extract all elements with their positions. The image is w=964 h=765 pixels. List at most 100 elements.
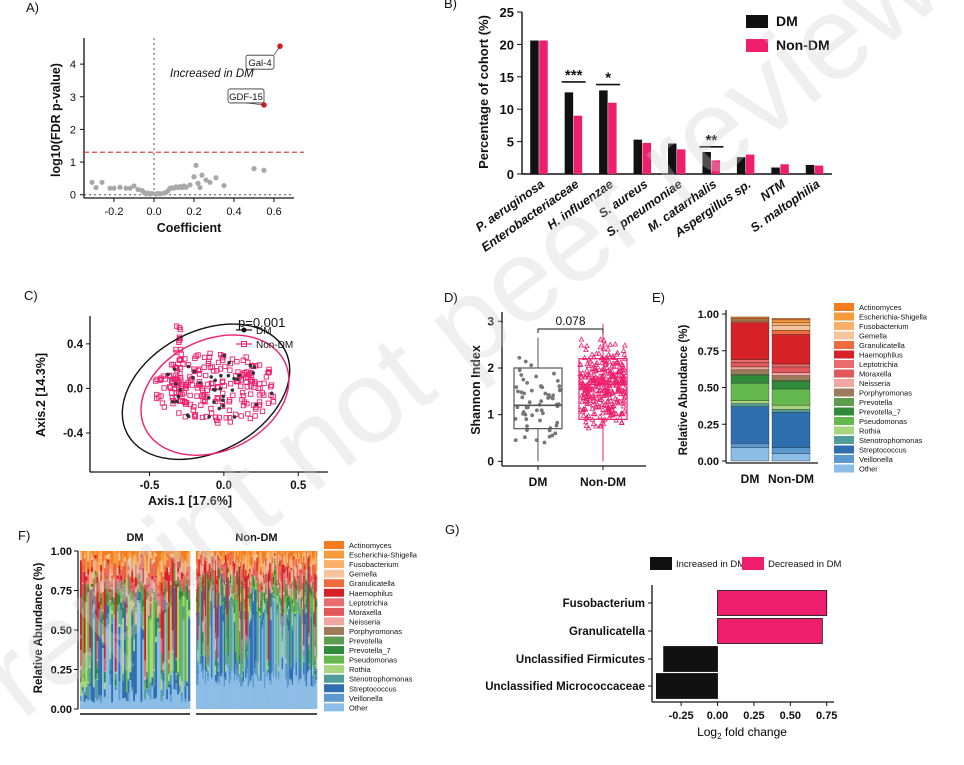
panel-f-sample-segment (303, 655, 305, 661)
panel-d-point-dm (519, 373, 524, 377)
panel-d-point-nondm (618, 410, 625, 416)
panel-f-sample-segment (243, 606, 246, 610)
panel-f-sample-segment (260, 614, 262, 622)
panel-f-sample-segment (201, 587, 203, 591)
panel-d-point-nondm (589, 387, 596, 393)
panel-f-sample-segment (122, 563, 125, 566)
panel-f-sample-segment (216, 575, 218, 581)
panel-f-sample-segment (247, 568, 250, 574)
panel-f-sample-segment (184, 702, 187, 709)
panel-f-sample-segment (102, 612, 105, 615)
panel-f-sample-segment (102, 609, 105, 612)
panel-f-sample-segment (230, 553, 232, 555)
panel-f-sample-segment (228, 565, 231, 573)
panel-f-sample-segment (230, 565, 232, 575)
panel-f-sample-segment (282, 626, 285, 709)
panel-f-sample-segment (140, 562, 143, 571)
panel-f-sample-segment (299, 561, 301, 570)
panel-f-sample-segment (245, 638, 247, 649)
panel-f-sample-segment (275, 678, 277, 709)
panel-f-sample-segment (276, 577, 279, 580)
panel-f-sample-segment (223, 594, 226, 598)
panel-f-sample-segment (146, 551, 149, 562)
panel-f-sample-segment (259, 608, 261, 611)
panel-d-point-nondm (610, 402, 617, 409)
panel-g-category-label: Fusobacterium (563, 598, 645, 610)
panel-f-sample-segment (103, 551, 106, 556)
panel-f-sample-segment (113, 604, 116, 616)
panel-d-point-dm (522, 391, 527, 396)
panel-f-sample-segment (169, 606, 172, 675)
panel-f-sample-segment (179, 590, 182, 600)
panel-c-point-nondm (261, 392, 267, 398)
panel-f-sample-segment (113, 619, 116, 709)
panel-c-point-nondm (265, 400, 272, 406)
panel-f-sample-segment (204, 683, 207, 709)
panel-f-sample-segment (168, 551, 171, 567)
panel-f-sample-segment (140, 608, 143, 613)
panel-f-sample-segment (259, 566, 261, 574)
panel-f-sample-segment (116, 567, 119, 576)
panel-f-sample-segment (305, 569, 308, 580)
panel-d-point-nondm (590, 371, 597, 377)
panel-f-sample-segment (102, 607, 105, 609)
panel-f-sample-segment (256, 617, 259, 678)
panel-f-sample-segment (100, 593, 103, 598)
panel-f-sample-segment (237, 660, 240, 678)
panel-f-sample-segment (237, 563, 240, 566)
panel-f-sample-segment (180, 583, 183, 587)
panel-f-sample-segment (233, 551, 236, 557)
panel-f-sample-segment (270, 562, 272, 575)
panel-c-x-tick-label: 0.5 (290, 480, 307, 492)
panel-c-point-dm (221, 394, 225, 399)
panel-f-sample-segment (303, 654, 305, 656)
panel-f-sample-segment (222, 613, 225, 622)
panel-f-sample-segment (305, 585, 308, 589)
panel-f-sample-segment (271, 590, 274, 592)
panel-f-sample-segment (92, 584, 95, 592)
panel-f-sample-segment (233, 621, 236, 623)
panel-e-legend-label: Streptococcus (859, 446, 907, 455)
panel-f-sample-segment (243, 582, 246, 589)
panel-f-legend-swatch (324, 703, 344, 712)
panel-f-sample-segment (214, 674, 217, 681)
panel-f-sample-segment (182, 594, 185, 596)
panel-d-point-dm (543, 391, 548, 396)
panel-f-sample-segment (296, 614, 299, 709)
panel-f-sample-segment (188, 596, 191, 601)
panel-f-sample-segment (289, 600, 291, 602)
panel-f-y-tick-label: 1.00 (51, 546, 72, 558)
panel-f-sample-segment (196, 597, 198, 603)
panel-f-sample-segment (199, 555, 202, 559)
panel-d-point-dm (514, 385, 519, 390)
panel-f-sample-segment (111, 587, 114, 589)
panel-d-point-nondm (606, 377, 613, 383)
panel-c-point-nondm (217, 366, 224, 372)
panel-g-category-label: Unclassified Micrococcaceae (485, 681, 645, 693)
panel-f-sample-segment (168, 575, 171, 651)
panel-d-point-nondm (620, 390, 626, 396)
panel-f-sample-segment (238, 556, 241, 564)
panel-f-sample-segment (222, 574, 225, 581)
panel-f-sample-segment (81, 690, 84, 693)
panel-e-y-tick-label: 0.75 (698, 346, 719, 358)
panel-f-sample-segment (202, 551, 204, 554)
panel-f-group-label: Non-DM (235, 532, 277, 544)
panel-f-sample-segment (300, 606, 303, 668)
panel-c-point-dm (186, 364, 191, 369)
panel-f-sample-segment (266, 670, 269, 677)
panel-c-point-nondm (241, 399, 248, 405)
panel-f-sample-segment (96, 669, 99, 674)
panel-f-sample-segment (213, 581, 216, 585)
panel-f-sample-segment (228, 684, 231, 709)
panel-e-segment (730, 359, 770, 363)
panel-f-sample-segment (309, 551, 311, 562)
panel-f-sample-segment (177, 574, 180, 577)
panel-f-sample-segment (149, 617, 152, 619)
panel-f-sample-segment (298, 558, 300, 562)
panel-f-sample-segment (180, 571, 183, 573)
panel-c-point-nondm (257, 381, 263, 387)
panel-a-point (135, 186, 141, 193)
panel-f-sample-segment (151, 580, 154, 589)
panel-f-sample-segment (266, 582, 269, 599)
